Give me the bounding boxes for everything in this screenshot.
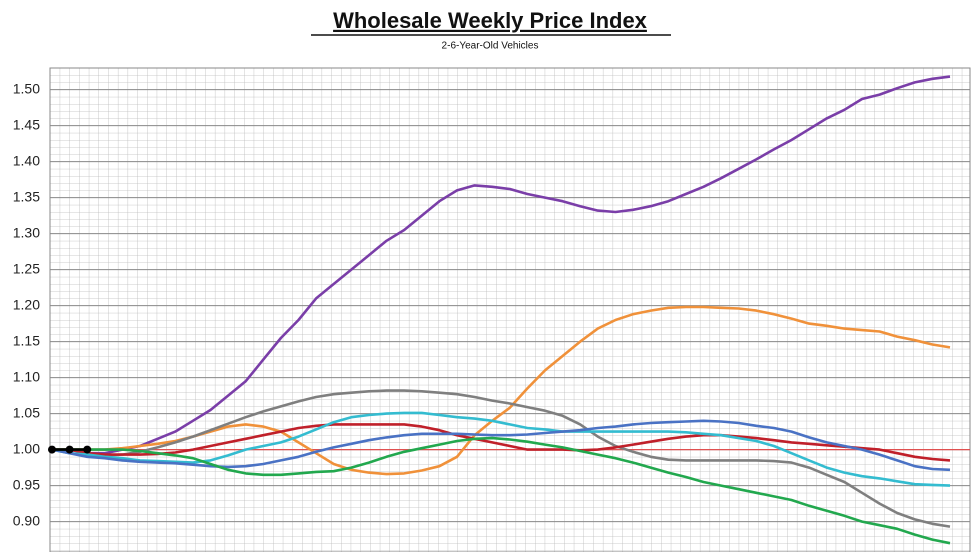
y-tick-label: 1.30 — [13, 224, 40, 240]
y-tick-label: 0.95 — [13, 476, 40, 492]
series-line — [52, 389, 951, 528]
y-tick-label: 1.40 — [13, 152, 40, 168]
series-line — [51, 419, 951, 472]
chart-title: Wholesale Weekly Price Index — [333, 8, 648, 33]
series-line — [52, 75, 951, 455]
y-tick-label: 1.20 — [13, 296, 40, 312]
y-tick-label: 1.10 — [13, 368, 40, 384]
chart-subtitle: 2-6-Year-Old Vehicles — [442, 41, 539, 52]
plot-area — [49, 67, 971, 553]
series-marker — [48, 445, 56, 454]
series-marker — [83, 445, 92, 454]
y-tick-label: 1.35 — [13, 188, 40, 204]
series-line — [52, 423, 951, 462]
series-marker — [65, 445, 74, 454]
y-tick-label: 1.50 — [13, 80, 40, 96]
series-line — [52, 436, 951, 545]
y-tick-label: 1.15 — [13, 332, 40, 348]
y-tick-label: 1.00 — [13, 440, 40, 456]
y-tick-label: 1.25 — [13, 260, 40, 276]
plot-layer: 0.90 0.95 1.00 1.05 1.10 1.15 1.20 1.25 1.30 1.35… — [13, 75, 970, 545]
y-tick-label: 1.05 — [13, 404, 40, 420]
y-tick-label: 1.45 — [13, 116, 40, 132]
y-tick-label: 0.90 — [13, 512, 40, 528]
